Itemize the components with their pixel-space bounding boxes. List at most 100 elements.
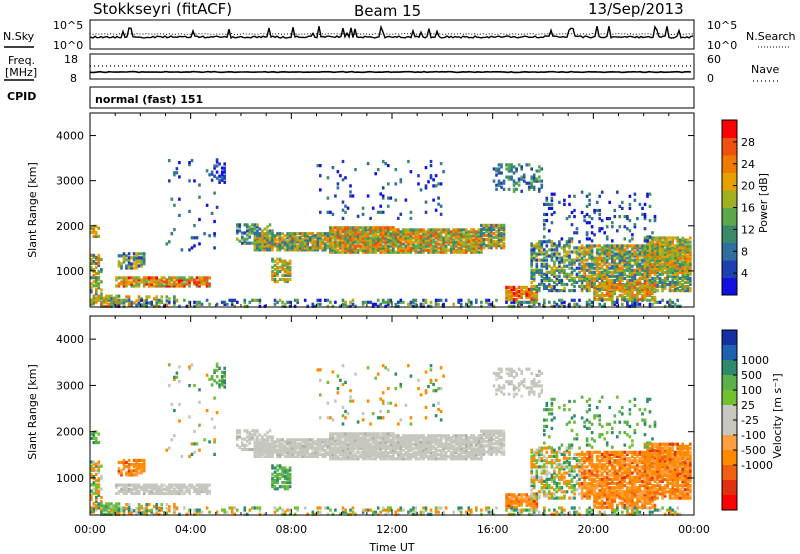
power-cell bbox=[281, 304, 284, 308]
power-cell bbox=[505, 167, 508, 171]
power-cell bbox=[356, 242, 360, 246]
power-cell bbox=[465, 302, 468, 306]
power-cell bbox=[545, 212, 549, 217]
power-cell bbox=[480, 248, 483, 252]
power-cell bbox=[238, 225, 242, 229]
velocity-cell bbox=[306, 450, 309, 454]
power-cell bbox=[288, 267, 292, 271]
power-cell bbox=[573, 208, 576, 213]
power-cell bbox=[95, 234, 98, 238]
power-cell bbox=[653, 236, 657, 240]
velocity-cell bbox=[90, 483, 93, 487]
power-cell bbox=[283, 277, 287, 282]
power-cell bbox=[633, 244, 637, 248]
power-cell bbox=[545, 240, 549, 244]
power-cell bbox=[530, 270, 533, 274]
power-cell bbox=[651, 276, 654, 280]
power-cell bbox=[621, 266, 624, 270]
velocity-cell bbox=[137, 467, 141, 471]
power-cell bbox=[303, 238, 307, 242]
power-cell bbox=[490, 235, 493, 240]
velocity-cell bbox=[253, 431, 257, 435]
velocity-cell bbox=[379, 453, 382, 457]
velocity-cell bbox=[389, 457, 393, 461]
power-cell bbox=[656, 256, 659, 260]
power-cell bbox=[447, 248, 450, 252]
power-cell bbox=[492, 304, 496, 308]
power-cell bbox=[397, 304, 400, 308]
power-cell bbox=[553, 286, 556, 291]
power-colorbar-label: Power [dB] bbox=[757, 173, 770, 233]
power-cell bbox=[283, 248, 287, 252]
power-cell bbox=[135, 276, 138, 280]
power-cell bbox=[605, 217, 609, 221]
power-cell bbox=[392, 250, 395, 254]
power-cell bbox=[613, 278, 617, 282]
power-cell bbox=[208, 302, 211, 306]
power-cell bbox=[444, 248, 448, 252]
power-cell bbox=[298, 246, 302, 250]
power-cell bbox=[583, 252, 586, 256]
power-cell bbox=[593, 287, 596, 291]
velocity-cell bbox=[155, 485, 158, 489]
velocity-cell bbox=[356, 448, 360, 452]
power-cell bbox=[681, 286, 684, 291]
power-cell bbox=[648, 235, 652, 239]
power-cell bbox=[598, 208, 601, 213]
power-cell bbox=[329, 234, 332, 238]
power-cell bbox=[532, 291, 536, 296]
power-cell bbox=[379, 228, 382, 232]
power-cell bbox=[422, 230, 425, 234]
power-cell bbox=[341, 242, 345, 246]
power-cell bbox=[550, 196, 554, 200]
power-cell bbox=[364, 236, 367, 240]
power-cell bbox=[550, 254, 554, 258]
power-cell bbox=[673, 262, 677, 266]
velocity-cell bbox=[248, 441, 252, 445]
velocity-cell bbox=[256, 452, 259, 456]
power-cell bbox=[442, 248, 445, 252]
power-cell bbox=[407, 248, 410, 252]
power-cell bbox=[616, 295, 619, 300]
power-cell bbox=[288, 236, 292, 240]
power-cell bbox=[608, 262, 611, 266]
power-cell bbox=[668, 282, 672, 287]
velocity-cell bbox=[336, 436, 340, 440]
velocity-cell bbox=[92, 491, 96, 495]
power-cell bbox=[311, 248, 315, 252]
velocity-cell bbox=[379, 434, 382, 438]
power-cell bbox=[686, 242, 690, 246]
power-cell bbox=[349, 244, 352, 248]
velocity-cell bbox=[356, 446, 360, 450]
power-cell bbox=[623, 285, 627, 289]
velocity-cell bbox=[135, 460, 138, 465]
power-cell bbox=[293, 242, 297, 246]
velocity-cell bbox=[381, 436, 385, 440]
power-cell bbox=[621, 258, 624, 262]
power-cell bbox=[540, 179, 544, 183]
power-cell bbox=[117, 300, 121, 304]
power-cell bbox=[417, 230, 420, 234]
velocity-cell bbox=[288, 468, 292, 472]
power-cell bbox=[271, 271, 274, 275]
power-cell bbox=[387, 240, 390, 244]
power-cell bbox=[163, 284, 166, 288]
velocity-cell bbox=[107, 502, 111, 506]
velocity-cell bbox=[374, 453, 377, 457]
power-cell bbox=[676, 240, 679, 244]
power-cell bbox=[673, 286, 677, 291]
power-cell bbox=[510, 289, 513, 294]
velocity-cell bbox=[268, 446, 272, 450]
power-cell bbox=[366, 244, 370, 248]
power-cell bbox=[608, 293, 611, 298]
velocity-cell bbox=[155, 511, 158, 515]
velocity-cell bbox=[296, 454, 299, 458]
power-cell bbox=[631, 248, 634, 252]
power-cell bbox=[613, 266, 617, 270]
power-cell bbox=[663, 284, 667, 289]
power-cell bbox=[628, 293, 632, 298]
power-cell bbox=[301, 246, 304, 250]
power-cell bbox=[628, 291, 632, 296]
power-cell bbox=[419, 302, 423, 306]
power-cell bbox=[553, 268, 556, 272]
